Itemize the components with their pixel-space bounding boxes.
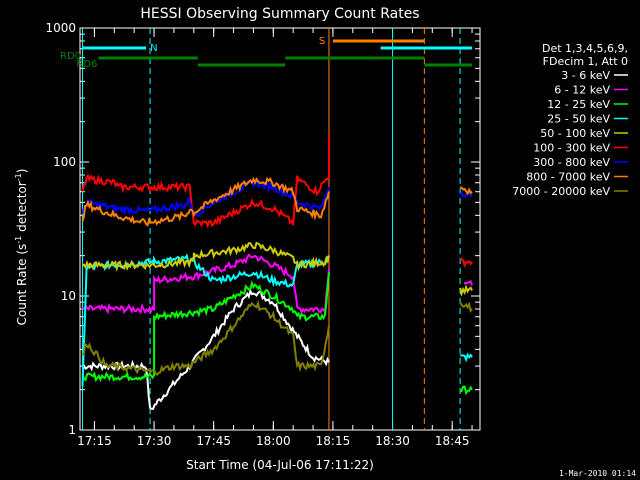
chart-title: HESSI Observing Summary Count Rates bbox=[140, 6, 419, 22]
y-tick-label: 1000 bbox=[45, 21, 76, 35]
series-line-7 bbox=[459, 186, 473, 196]
legend-entry-label: 12 - 25 keV bbox=[547, 98, 610, 111]
legend-entry-label: 300 - 800 keV bbox=[533, 156, 610, 169]
flag-label-s: S bbox=[319, 36, 325, 47]
y-tick-label: 100 bbox=[53, 155, 76, 169]
legend-entry-label: 100 - 300 keV bbox=[533, 142, 610, 155]
legend-entry-label: 800 - 7000 keV bbox=[526, 171, 610, 184]
x-axis-label: Start Time (04-Jul-06 17:11:22) bbox=[186, 458, 374, 472]
x-tick-label: 18:15 bbox=[316, 434, 351, 448]
x-tick-label: 18:30 bbox=[375, 434, 410, 448]
series-line-4 bbox=[81, 241, 330, 273]
flag-label-rd0: RD0 bbox=[60, 51, 81, 62]
legend-header-line: FDecim 1, Att 0 bbox=[543, 55, 628, 68]
series-line-1 bbox=[463, 279, 474, 286]
flag-label-n: N bbox=[150, 43, 157, 54]
series-line-2 bbox=[81, 272, 330, 383]
legend-entry-label: 6 - 12 keV bbox=[554, 84, 610, 97]
flag-label-rd6: RD6 bbox=[76, 59, 97, 70]
series-line-2 bbox=[459, 385, 473, 396]
legend-entry-label: 50 - 100 keV bbox=[540, 127, 610, 140]
x-tick-label: 17:45 bbox=[196, 434, 231, 448]
x-tick-label: 18:45 bbox=[435, 434, 470, 448]
footer-timestamp: 1-Mar-2010 01:14 bbox=[559, 469, 636, 478]
plot-frame bbox=[79, 27, 481, 431]
series-line-5 bbox=[81, 134, 330, 229]
series-line-8 bbox=[459, 301, 473, 313]
legend-entry-label: 25 - 50 keV bbox=[547, 113, 610, 126]
series-line-5 bbox=[459, 257, 473, 268]
legend-entry-label: 3 - 6 keV bbox=[561, 69, 610, 82]
x-tick-label: 17:30 bbox=[137, 434, 172, 448]
series-line-4 bbox=[459, 283, 473, 297]
x-tick-label: 17:15 bbox=[77, 434, 112, 448]
series-line-3 bbox=[459, 352, 473, 363]
y-axis-label: Count Rate (s-1 detector-1) bbox=[14, 169, 29, 326]
legend-header-line: Det 1,3,4,5,6,9, bbox=[542, 42, 628, 55]
y-tick-label: 10 bbox=[61, 289, 76, 303]
series-line-7 bbox=[81, 176, 330, 227]
legend: Det 1,3,4,5,6,9,FDecim 1, Att 03 - 6 keV… bbox=[512, 42, 628, 198]
series-line-8 bbox=[81, 299, 330, 376]
series-line-0 bbox=[82, 288, 330, 410]
plot-area: 1 10 100 1000 17:15 17:30 17:45 18:00 18:15 18:30… bbox=[45, 21, 481, 448]
x-tick-label: 18:00 bbox=[256, 434, 291, 448]
y-tick-label: 1 bbox=[68, 423, 76, 437]
series-line-3 bbox=[81, 253, 330, 387]
legend-entry-label: 7000 - 20000 keV bbox=[512, 185, 610, 198]
